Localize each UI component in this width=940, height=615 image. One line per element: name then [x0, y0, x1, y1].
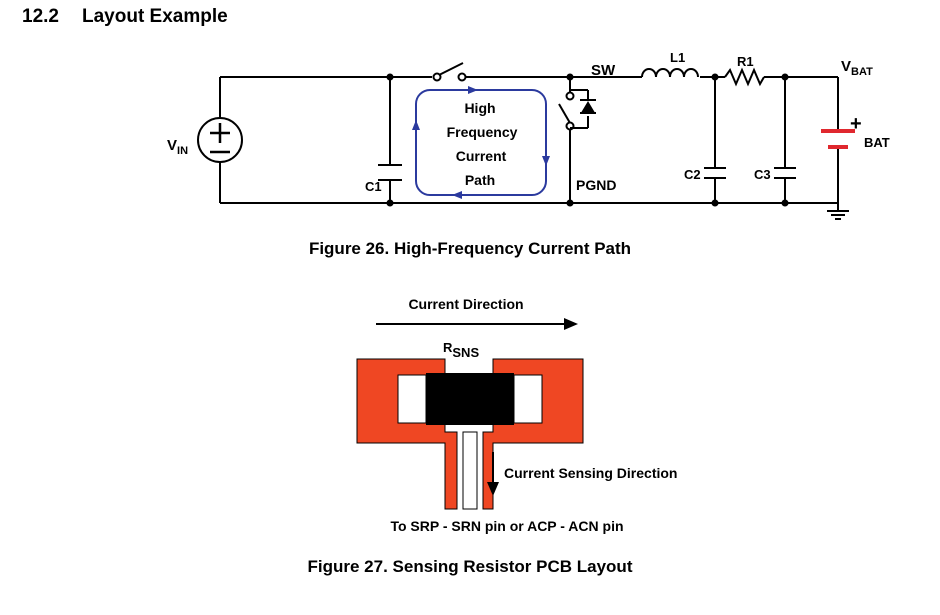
resistor-end-left: [397, 374, 427, 424]
section-title: 12.2 Layout Example: [22, 6, 228, 28]
diode-icon: [580, 101, 596, 114]
junction-dots: [386, 73, 789, 207]
l1-label: L1: [670, 50, 685, 65]
path-label-line4: Path: [465, 172, 495, 188]
current-direction-arrow-icon: [376, 318, 578, 330]
resistor-r1-icon: [724, 67, 765, 87]
figure-26-caption: Figure 26. High-Frequency Current Path: [308, 239, 632, 258]
pgnd-label: PGND: [576, 177, 616, 193]
sensing-direction-arrow-icon: [487, 452, 499, 496]
vin-label: VIN: [167, 137, 188, 157]
inductor-l1-icon: [641, 68, 699, 78]
path-label-line3: Current: [456, 148, 507, 164]
battery-plus-sign: +: [850, 113, 862, 135]
r1-label: R1: [737, 54, 754, 69]
vbat-label: VBAT: [841, 58, 873, 78]
section-number: 12.2: [22, 6, 59, 27]
battery-icon: [821, 129, 855, 149]
current-path-loop: [415, 89, 547, 196]
section-heading: Layout Example: [82, 6, 228, 27]
current-path-arrows: [412, 86, 550, 199]
current-direction-label: Current Direction: [408, 296, 523, 312]
lowside-switch-blade-icon: [558, 103, 571, 124]
figure-26-schematic: VIN C1 SW L1 R1 VBAT PGND C2 C3 + BAT Hi…: [167, 50, 890, 220]
c3-label: C3: [754, 167, 771, 182]
resistor-body: [426, 373, 514, 425]
resistor-end-right: [513, 374, 543, 424]
sw-label: SW: [591, 62, 616, 79]
vin-source-icon: [197, 117, 243, 163]
rsns-label: RSNS: [443, 340, 479, 360]
ground-icon: [827, 210, 849, 220]
path-label-line2: Frequency: [447, 124, 518, 140]
figure-27-caption: Figure 27. Sensing Resistor PCB Layout: [307, 557, 633, 576]
bat-label: BAT: [864, 135, 890, 150]
sensing-direction-label: Current Sensing Direction: [504, 465, 677, 481]
path-label-line1: High: [464, 100, 495, 116]
pin-note: To SRP - SRN pin or ACP - ACN pin: [390, 518, 623, 534]
switch-blade-icon: [438, 62, 464, 76]
c2-label: C2: [684, 167, 701, 182]
c1-label: C1: [365, 179, 382, 194]
switch-contact-icon: [432, 72, 442, 82]
